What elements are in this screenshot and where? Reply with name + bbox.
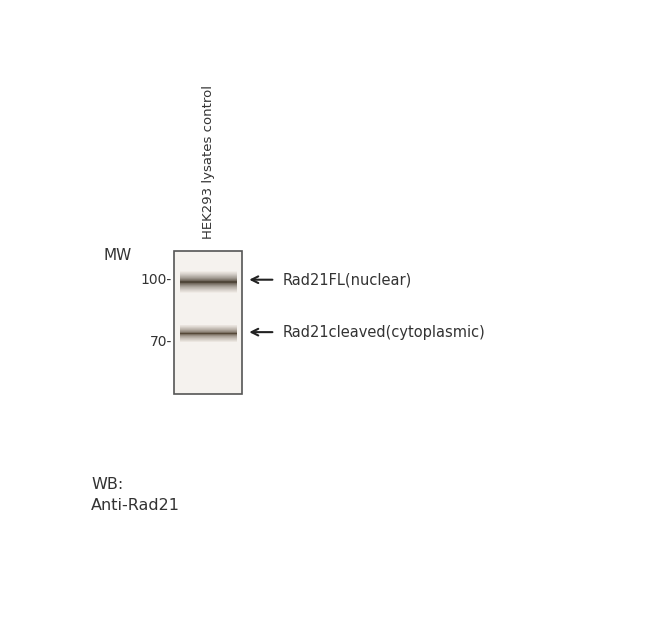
Text: Rad21FL(nuclear): Rad21FL(nuclear) <box>283 272 412 287</box>
Text: WB:
Anti-Rad21: WB: Anti-Rad21 <box>91 477 180 513</box>
Text: HEK293 lysates control: HEK293 lysates control <box>202 85 215 239</box>
Text: 100-: 100- <box>140 273 172 287</box>
Bar <box>174 251 242 394</box>
Text: MW: MW <box>104 248 132 263</box>
Text: 70-: 70- <box>150 335 172 349</box>
Text: Rad21cleaved(cytoplasmic): Rad21cleaved(cytoplasmic) <box>283 324 486 340</box>
